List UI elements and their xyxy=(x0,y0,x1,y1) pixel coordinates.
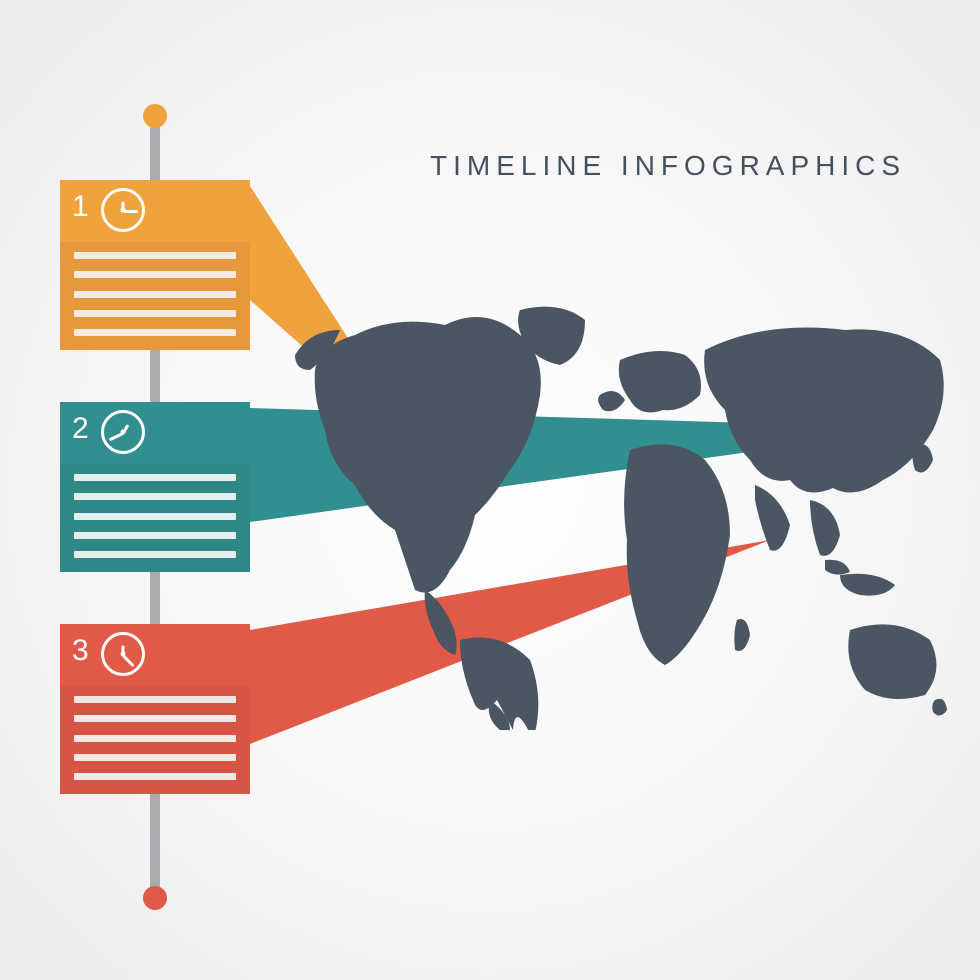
clock-icon xyxy=(101,632,145,676)
timeline-dot-top xyxy=(143,104,167,128)
card-body xyxy=(60,464,250,572)
placeholder-line xyxy=(74,329,236,336)
placeholder-line xyxy=(74,310,236,317)
placeholder-line xyxy=(74,252,236,259)
card-number: 2 xyxy=(72,410,89,444)
world-map xyxy=(285,300,955,730)
timeline-card: 2 xyxy=(60,402,250,572)
card-number: 1 xyxy=(72,188,89,222)
placeholder-line xyxy=(74,715,236,722)
placeholder-line xyxy=(74,735,236,742)
clock-icon xyxy=(101,410,145,454)
placeholder-line xyxy=(74,271,236,278)
placeholder-line xyxy=(74,773,236,780)
placeholder-line xyxy=(74,551,236,558)
placeholder-line xyxy=(74,493,236,500)
placeholder-line xyxy=(74,696,236,703)
placeholder-line xyxy=(74,532,236,539)
placeholder-line xyxy=(74,291,236,298)
card-header: 1 xyxy=(60,180,250,242)
timeline-card: 1 xyxy=(60,180,250,350)
placeholder-line xyxy=(74,474,236,481)
clock-icon xyxy=(101,188,145,232)
placeholder-line xyxy=(74,754,236,761)
card-number: 3 xyxy=(72,632,89,666)
placeholder-line xyxy=(74,513,236,520)
timeline-dot-bottom xyxy=(143,886,167,910)
infographic-stage: TIMELINE INFOGRAPHICS 1 2 3 xyxy=(0,0,980,980)
card-body xyxy=(60,686,250,794)
card-header: 3 xyxy=(60,624,250,686)
timeline-card: 3 xyxy=(60,624,250,794)
infographic-title: TIMELINE INFOGRAPHICS xyxy=(430,150,906,182)
card-header: 2 xyxy=(60,402,250,464)
card-body xyxy=(60,242,250,350)
